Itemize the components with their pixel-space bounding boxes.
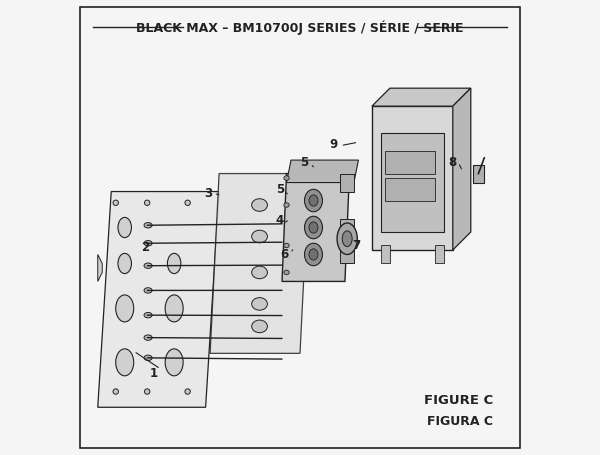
Bar [372, 106, 453, 250]
Ellipse shape [309, 249, 318, 260]
Bar [435, 246, 444, 263]
Ellipse shape [337, 223, 358, 254]
Ellipse shape [251, 199, 268, 211]
Ellipse shape [342, 231, 352, 247]
Text: 5: 5 [275, 183, 284, 196]
Text: 1: 1 [150, 367, 158, 380]
Ellipse shape [284, 243, 289, 248]
Polygon shape [98, 192, 219, 407]
Polygon shape [98, 254, 102, 282]
Text: 3: 3 [204, 187, 212, 200]
Ellipse shape [144, 288, 152, 293]
Bar [340, 246, 354, 263]
Polygon shape [372, 88, 471, 106]
Text: FIGURE C: FIGURE C [424, 394, 493, 407]
Ellipse shape [284, 203, 289, 207]
Ellipse shape [284, 270, 289, 275]
Ellipse shape [309, 222, 318, 233]
Ellipse shape [165, 295, 183, 322]
Ellipse shape [251, 230, 268, 243]
Text: 8: 8 [449, 156, 457, 169]
Ellipse shape [144, 241, 152, 246]
Bar [340, 218, 354, 237]
Text: 9: 9 [329, 138, 338, 151]
Ellipse shape [144, 263, 152, 268]
Ellipse shape [116, 349, 134, 376]
Ellipse shape [144, 355, 152, 360]
Ellipse shape [251, 266, 268, 279]
Bar [381, 246, 390, 263]
Ellipse shape [116, 295, 134, 322]
Ellipse shape [113, 389, 118, 394]
Text: 7: 7 [352, 239, 360, 252]
Ellipse shape [144, 313, 152, 318]
Ellipse shape [144, 335, 152, 340]
Ellipse shape [118, 217, 131, 238]
Text: 2: 2 [141, 241, 149, 254]
Ellipse shape [167, 253, 181, 273]
Bar [385, 178, 435, 201]
Ellipse shape [185, 389, 190, 394]
Ellipse shape [118, 253, 131, 273]
Ellipse shape [304, 243, 322, 266]
Polygon shape [453, 88, 471, 250]
Ellipse shape [251, 298, 268, 310]
Text: 6: 6 [280, 248, 289, 261]
Ellipse shape [165, 349, 183, 376]
Bar [473, 165, 484, 182]
Ellipse shape [113, 200, 118, 206]
Ellipse shape [304, 189, 322, 212]
Ellipse shape [284, 176, 289, 180]
Text: FIGURA C: FIGURA C [427, 415, 493, 428]
Text: 5: 5 [301, 156, 308, 169]
Bar [340, 173, 354, 192]
Ellipse shape [144, 222, 152, 228]
Ellipse shape [185, 200, 190, 206]
Ellipse shape [251, 320, 268, 333]
Ellipse shape [145, 389, 150, 394]
Polygon shape [282, 173, 349, 282]
Ellipse shape [145, 200, 150, 206]
Ellipse shape [309, 195, 318, 206]
Polygon shape [210, 173, 309, 354]
Ellipse shape [304, 216, 322, 239]
Polygon shape [287, 160, 358, 182]
Bar [385, 151, 435, 173]
Text: 4: 4 [275, 214, 284, 227]
Bar [381, 133, 444, 232]
Text: BLACK MAX – BM10700J SERIES / SÉRIE / SERIE: BLACK MAX – BM10700J SERIES / SÉRIE / SE… [136, 20, 464, 35]
